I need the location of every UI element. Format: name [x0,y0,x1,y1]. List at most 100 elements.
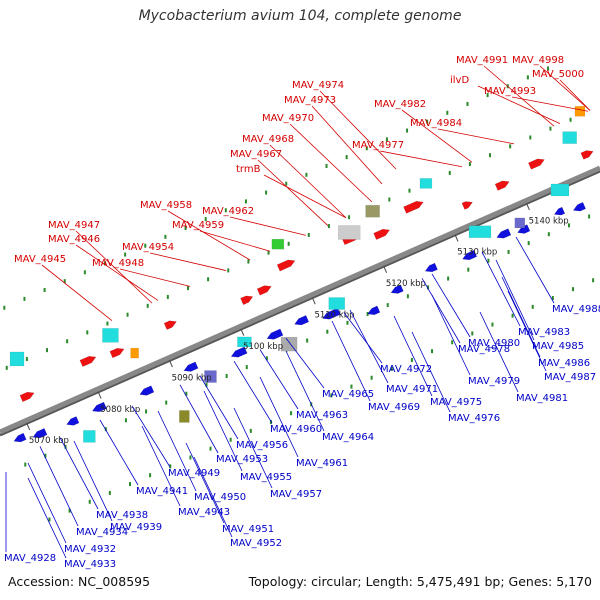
gene-label-bottom[interactable]: MAV_4979 [468,376,520,387]
gene-label-bottom[interactable]: MAV_4961 [296,458,348,469]
gene-label-top[interactable]: MAV_4954 [122,242,174,253]
gene-label-top[interactable]: MAV_4948 [92,258,144,269]
gene-label-bottom[interactable]: MAV_4943 [178,507,230,518]
gene-label-bottom[interactable]: MAV_4986 [538,358,590,369]
gene-label-bottom[interactable]: MAV_4981 [516,393,568,404]
feature-block [574,106,586,117]
gene-label-bottom[interactable]: MAV_4955 [240,472,292,483]
gene-label-bottom[interactable]: MAV_4951 [222,524,274,535]
gene-label-bottom[interactable]: MAV_4975 [430,397,482,408]
tick-label: 5110 kbp [314,311,354,321]
gene-label-bottom[interactable]: MAV_4934 [76,527,128,538]
reverse-gene [66,416,80,426]
gene-label-bottom[interactable]: MAV_4960 [270,424,322,435]
guide-dot [307,232,310,237]
gene-label-bottom[interactable]: MAV_4978 [458,344,510,355]
guide-dot [149,473,152,478]
feature-block [204,370,217,383]
guide-dot [526,75,529,80]
gene-label-top[interactable]: MAV_5000 [532,69,584,80]
guide-dot [245,365,248,370]
gene-label-top[interactable]: MAV_4991 [456,55,508,66]
gene-label-top[interactable]: MAV_4947 [48,220,100,231]
label-leader [331,320,371,402]
gene-label-bottom[interactable]: MAV_4972 [380,364,432,375]
gene-label-top[interactable]: MAV_4958 [140,200,192,211]
guide-dot [330,393,333,398]
gene-label-bottom[interactable]: MAV_4988 [552,304,600,315]
gene-label-top[interactable]: MAV_4998 [512,55,564,66]
gene-label-top[interactable]: MAV_4993 [484,86,536,97]
gene-label-top[interactable]: MAV_4967 [230,149,282,160]
label-leader [259,376,299,458]
gene-label-bottom[interactable]: MAV_4964 [322,432,374,443]
gene-label-top[interactable]: MAV_4962 [202,206,254,217]
gene-label-top[interactable]: MAV_4945 [14,254,66,265]
guide-dot [447,276,450,281]
gene-label-bottom[interactable]: MAV_4928 [4,553,56,564]
gene-label-bottom[interactable]: MAV_4971 [386,384,438,395]
gene-label-top[interactable]: trmB [236,164,261,175]
forward-gene [580,150,594,160]
gene-label-bottom[interactable]: MAV_4963 [296,410,348,421]
label-leader [167,210,251,261]
gene-label-bottom[interactable]: MAV_4987 [544,372,596,383]
label-leader [27,462,67,544]
guide-dot [185,391,188,396]
label-leader [515,236,555,304]
gene-label-bottom[interactable]: MAV_4976 [448,413,500,424]
gene-label-bottom[interactable]: MAV_4938 [96,510,148,521]
guide-dot [244,199,247,204]
reverse-gene [553,206,566,216]
label-leader [285,350,325,432]
genome-title: Mycobacterium avium 104, complete genome [138,8,462,24]
gene-label-top[interactable]: MAV_4974 [292,80,344,91]
gene-label-bottom[interactable]: MAV_4939 [110,522,162,533]
gene-label-top[interactable]: MAV_4977 [352,140,404,151]
feature-block [550,183,570,197]
gene-label-bottom[interactable]: MAV_4980 [468,338,520,349]
gene-label-bottom[interactable]: MAV_4932 [64,544,116,555]
gene-label-bottom[interactable]: MAV_4941 [136,486,188,497]
feature-block [130,347,139,359]
gene-label-bottom[interactable]: MAV_4933 [64,559,116,570]
guide-dot [527,241,530,246]
gene-label-top[interactable]: ilvD [450,75,469,86]
feature-block [468,225,492,238]
guide-dot [225,373,228,378]
guide-dot [290,411,293,416]
label-leader [481,251,521,327]
tick-mark [26,423,31,431]
guide-dot [86,330,89,335]
gene-label-top[interactable]: MAV_4946 [48,234,100,245]
guide-dot [507,249,510,254]
gene-label-top[interactable]: MAV_4982 [374,99,426,110]
gene-label-top[interactable]: MAV_4970 [262,113,314,124]
gene-label-top[interactable]: MAV_4973 [284,95,336,106]
gene-label-bottom[interactable]: MAV_4953 [216,454,268,465]
gene-label-bottom[interactable]: MAV_4957 [270,489,322,500]
gene-label-bottom[interactable]: MAV_4949 [168,468,220,479]
guide-dot [588,214,591,219]
feature-block [419,178,433,189]
gene-label-bottom[interactable]: MAV_4956 [236,440,288,451]
gene-label-bottom[interactable]: MAV_4952 [230,538,282,549]
guide-dot [326,329,329,334]
label-leader [401,109,473,163]
gene-label-top[interactable]: MAV_4968 [242,134,294,145]
guide-dot [287,241,290,246]
guide-dot [46,348,49,353]
gene-label-bottom[interactable]: MAV_4965 [322,389,374,400]
label-leader [157,410,197,492]
guide-dot [531,304,534,309]
label-leader [73,440,113,522]
guide-dot [547,232,550,237]
gene-label-top[interactable]: MAV_4984 [410,118,462,129]
gene-label-bottom[interactable]: MAV_4950 [194,492,246,503]
gene-label-bottom[interactable]: MAV_4985 [532,341,584,352]
gene-label-bottom[interactable]: MAV_4969 [368,402,420,413]
guide-dot [66,339,69,344]
gene-label-bottom[interactable]: MAV_4983 [518,327,570,338]
forward-gene [373,228,391,240]
gene-label-top[interactable]: MAV_4959 [172,220,224,231]
